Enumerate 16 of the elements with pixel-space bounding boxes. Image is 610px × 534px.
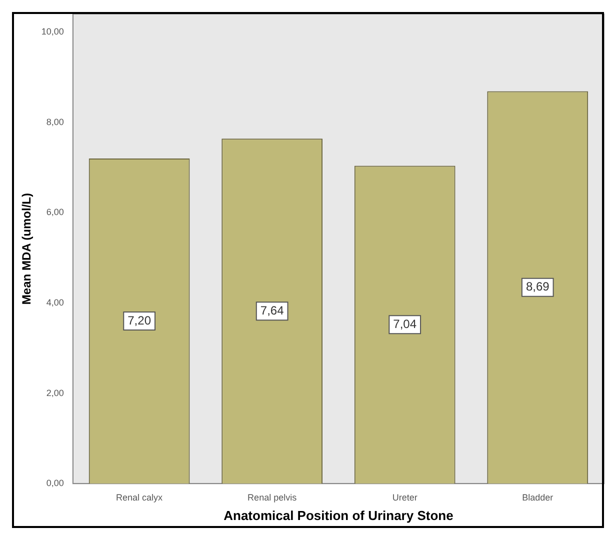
x-axis-title: Anatomical Position of Urinary Stone	[224, 508, 454, 523]
x-tick-label: Bladder	[522, 492, 554, 502]
y-tick-label: 8,00	[46, 116, 64, 127]
y-tick-label: 10,00	[41, 26, 64, 37]
data-label: 8,69	[526, 280, 550, 294]
y-axis-title: Mean MDA (umol/L)	[20, 193, 34, 305]
data-label: 7,04	[393, 316, 417, 331]
x-tick-label: Renal pelvis	[248, 492, 298, 502]
x-tick-label: Ureter	[392, 492, 418, 502]
y-tick-label: 2,00	[46, 388, 64, 398]
y-tick-label: 0,00	[46, 478, 64, 488]
y-tick-label: 4,00	[46, 297, 64, 308]
x-tick-label: Renal calyx	[116, 492, 164, 502]
data-label: 7,64	[260, 303, 284, 318]
y-tick-label: 6,00	[46, 207, 64, 218]
data-label: 7,20	[128, 313, 152, 328]
